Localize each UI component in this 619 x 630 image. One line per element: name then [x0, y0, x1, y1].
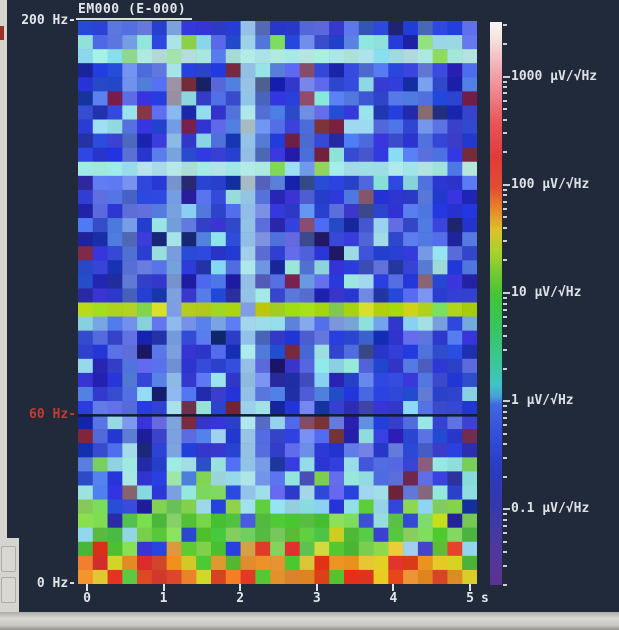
channel-title: EM000 (E-000): [76, 2, 193, 20]
colorbar-tick: [503, 226, 507, 229]
colorbar-tick: [503, 80, 507, 83]
colorbar-tick: [503, 296, 507, 299]
colorbar-tick: [503, 416, 507, 419]
y-axis-label: 60 Hz-: [29, 407, 76, 423]
colorbar-tick: [503, 532, 507, 535]
bezel-button[interactable]: [1, 546, 16, 572]
colorbar-tick: [503, 259, 507, 262]
colorbar-tick: [503, 108, 507, 111]
bezel-button[interactable]: [1, 577, 16, 603]
x-axis-tick-label: 0: [83, 591, 91, 606]
colorbar-tick: [503, 216, 507, 219]
x-axis-tick-label: 4: [389, 591, 398, 606]
colorbar-tick: [503, 240, 507, 243]
y-axis-label: 0 Hz-: [36, 576, 76, 591]
colorbar-tick: [503, 410, 507, 413]
colorbar-tick: [503, 132, 507, 135]
colorbar-tick: [503, 540, 507, 543]
colorbar-tick: [503, 43, 507, 46]
colorbar-tick: [503, 518, 507, 521]
colorbar-tick: [503, 424, 507, 427]
colorbar-tick: [503, 432, 507, 435]
colorbar-tick: [503, 194, 507, 197]
colorbar-tick: [503, 200, 507, 203]
colorbar-tick: [503, 118, 507, 121]
colorbar-tick: [503, 335, 507, 338]
colorbar-tick-label: 10 µV/√Hz: [511, 285, 582, 301]
colorbar-tick: [503, 367, 507, 370]
bezel-bottom: [0, 612, 619, 630]
colorbar-tick-label: 100 µV/√Hz: [511, 176, 590, 192]
record-indicator: [0, 26, 4, 40]
colorbar-tick: [503, 75, 510, 78]
colorbar-tick-label: 1 µV/√Hz: [511, 393, 574, 409]
colorbar-tick-label: 1000 µV/√Hz: [511, 68, 598, 84]
y-axis-label: 200 Hz-: [21, 13, 76, 28]
x-axis-tick: [239, 584, 242, 591]
colorbar: [490, 22, 502, 585]
colorbar-tick: [503, 188, 507, 191]
colorbar-tick: [503, 513, 507, 516]
x-axis-tick: [469, 584, 471, 591]
colorbar-tick: [503, 292, 510, 295]
colorbar-tick: [503, 508, 510, 511]
colorbar-tick: [503, 316, 507, 319]
colorbar-tick: [503, 151, 507, 154]
colorbar-tick: [503, 183, 510, 186]
colorbar-tick: [503, 584, 507, 586]
colorbar-tick: [503, 405, 507, 408]
colorbar-tick: [503, 308, 507, 311]
x-axis-unit-label: s: [481, 591, 489, 606]
x-axis-tick-label: 3: [312, 591, 321, 606]
colorbar-tick: [503, 525, 507, 528]
x-axis-tick-label: 1: [159, 591, 168, 606]
colorbar-tick: [503, 92, 507, 95]
colorbar-tick: [503, 564, 507, 567]
colorbar-tick: [503, 475, 507, 478]
x-axis-tick: [162, 584, 165, 591]
x-axis-tick-label: 2: [236, 591, 245, 606]
bezel-left: [0, 0, 7, 630]
colorbar-tick: [503, 400, 510, 403]
x-axis-tick: [86, 584, 88, 591]
colorbar-tick-label: 0.1 µV/√Hz: [511, 501, 590, 517]
colorbar-tick: [503, 24, 507, 27]
colorbar-tick: [503, 324, 507, 327]
spectrogram-heatmap: [78, 21, 477, 584]
x-axis-tick: [315, 584, 318, 591]
colorbar-tick: [503, 443, 507, 446]
colorbar-tick: [503, 86, 507, 89]
x-axis-tick-label: 5: [466, 591, 474, 606]
colorbar-tick: [503, 551, 507, 554]
colorbar-tick: [503, 99, 507, 102]
colorbar-tick: [503, 207, 507, 210]
colorbar-tick: [503, 302, 507, 305]
colorbar-tick: [503, 456, 507, 459]
x-axis-tick: [392, 584, 395, 591]
colorbar-tick: [503, 348, 507, 351]
